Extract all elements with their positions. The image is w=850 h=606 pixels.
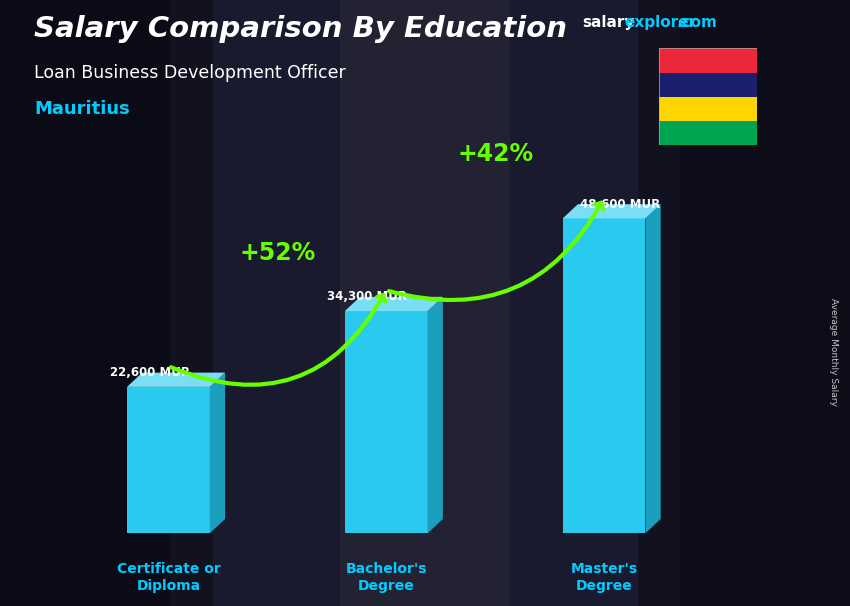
Text: Bachelor's
Degree: Bachelor's Degree bbox=[345, 562, 427, 593]
Text: +42%: +42% bbox=[457, 142, 533, 165]
Bar bbox=[659, 97, 756, 121]
Text: Mauritius: Mauritius bbox=[34, 100, 130, 118]
Text: Salary Comparison By Education: Salary Comparison By Education bbox=[34, 15, 567, 43]
Text: 34,300 MUR: 34,300 MUR bbox=[327, 290, 407, 304]
Text: 22,600 MUR: 22,600 MUR bbox=[110, 366, 190, 379]
Bar bbox=[0, 0, 170, 606]
Bar bbox=[340, 0, 510, 606]
Polygon shape bbox=[645, 204, 660, 533]
Text: explorer: explorer bbox=[625, 15, 697, 30]
Polygon shape bbox=[210, 373, 225, 533]
Polygon shape bbox=[563, 204, 660, 218]
Text: Certificate or
Diploma: Certificate or Diploma bbox=[116, 562, 220, 593]
Bar bbox=[659, 48, 756, 73]
Bar bbox=[0, 0, 212, 606]
Bar bbox=[680, 0, 850, 606]
Bar bbox=[659, 73, 756, 97]
Bar bbox=[638, 0, 850, 606]
Polygon shape bbox=[345, 297, 443, 311]
Polygon shape bbox=[345, 311, 428, 533]
Text: .com: .com bbox=[677, 15, 717, 30]
Polygon shape bbox=[428, 297, 443, 533]
Text: Average Monthly Salary: Average Monthly Salary bbox=[829, 298, 838, 405]
Polygon shape bbox=[127, 387, 210, 533]
Text: +52%: +52% bbox=[239, 241, 315, 265]
Text: Loan Business Development Officer: Loan Business Development Officer bbox=[34, 64, 346, 82]
Text: 48,600 MUR: 48,600 MUR bbox=[580, 198, 660, 211]
Polygon shape bbox=[563, 218, 645, 533]
Bar bbox=[170, 0, 340, 606]
Text: Master's
Degree: Master's Degree bbox=[570, 562, 638, 593]
Bar bbox=[659, 121, 756, 145]
Polygon shape bbox=[127, 373, 225, 387]
Text: salary: salary bbox=[582, 15, 635, 30]
Bar bbox=[510, 0, 680, 606]
